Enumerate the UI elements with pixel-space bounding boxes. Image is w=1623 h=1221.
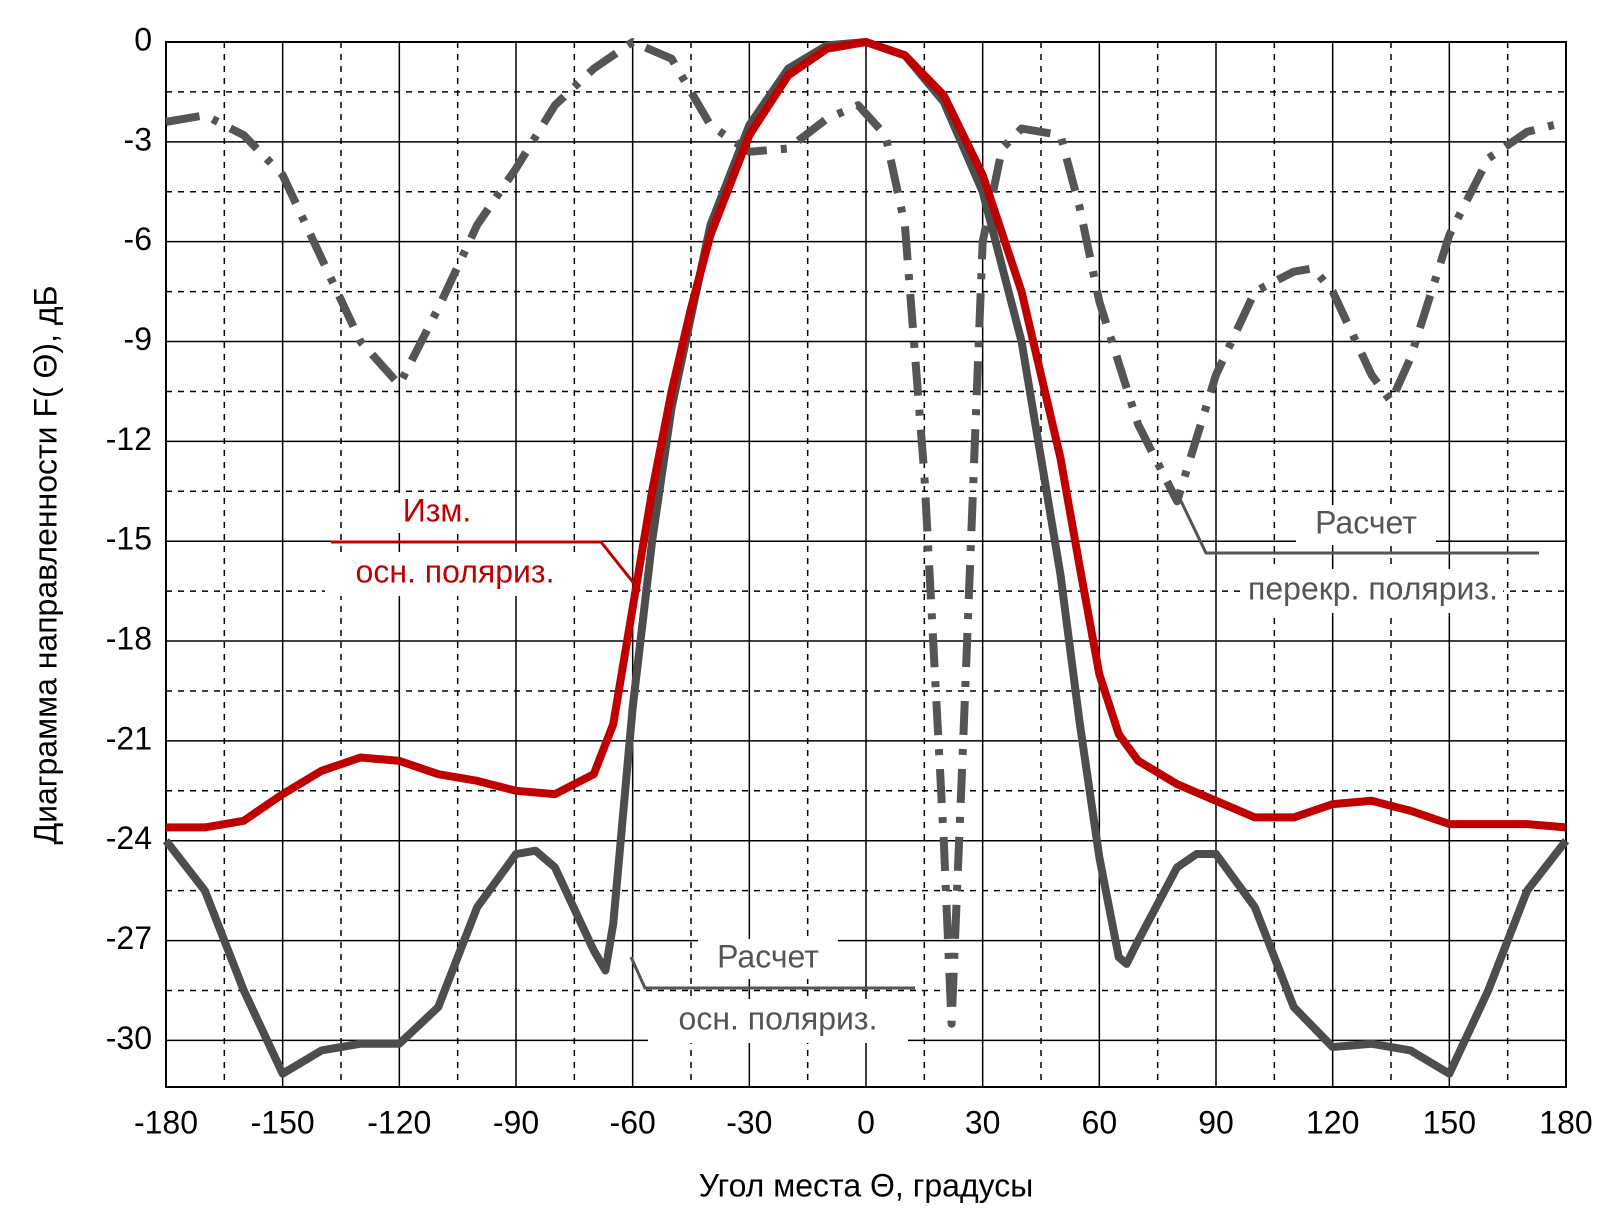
annotation: перекр. поляриз. [1248, 570, 1498, 606]
annotation: Расчет [717, 938, 819, 974]
y-tick-label: -30 [106, 1020, 152, 1056]
x-tick-label: 120 [1306, 1104, 1359, 1140]
series-line [166, 38, 1567, 832]
y-tick-label: -3 [124, 121, 152, 157]
y-axis-label: Диаграмма направленности F( Θ), дБ [27, 285, 63, 844]
x-tick-label: -90 [493, 1104, 539, 1140]
y-tick-label: -18 [106, 620, 152, 656]
series-line [165, 38, 1567, 1028]
y-tick-label: -21 [106, 720, 152, 756]
x-tick-label: 180 [1539, 1104, 1592, 1140]
annotation-leader [1178, 498, 1539, 555]
annotation-bg [1296, 505, 1436, 545]
x-tick-label: -30 [726, 1104, 772, 1140]
annotation-bg [698, 939, 838, 979]
y-tick-label: -6 [124, 221, 152, 257]
x-tick-label: 30 [965, 1104, 1001, 1140]
x-tick-label: 150 [1423, 1104, 1476, 1140]
annotation: осн. поляриз. [679, 1000, 878, 1036]
y-tick-label: -12 [106, 421, 152, 457]
x-tick-label: -60 [610, 1104, 656, 1140]
annotation-leader [331, 540, 642, 592]
annotation-bg [1243, 569, 1503, 613]
y-tick-label: -9 [124, 321, 152, 357]
x-tick-label: -180 [134, 1104, 198, 1140]
x-axis-label: Угол места Θ, градусы [699, 1167, 1034, 1203]
annotation-bg [648, 999, 908, 1043]
x-tick-label: 60 [1082, 1104, 1118, 1140]
y-tick-label: -15 [106, 521, 152, 557]
x-tick-label: 90 [1198, 1104, 1234, 1140]
x-tick-label: -120 [367, 1104, 431, 1140]
x-tick-label: -150 [251, 1104, 315, 1140]
annotation-leader [629, 956, 915, 990]
annotation: осн. поляриз. [356, 553, 555, 589]
y-tick-label: -27 [106, 920, 152, 956]
annotation: Изм. [403, 492, 472, 528]
y-tick-label: 0 [134, 21, 152, 57]
annotation: Расчет [1315, 504, 1417, 540]
annotation-bg [367, 493, 507, 533]
annotation-bg [325, 552, 585, 596]
x-tick-label: 0 [857, 1104, 875, 1140]
y-tick-label: -24 [106, 820, 152, 856]
